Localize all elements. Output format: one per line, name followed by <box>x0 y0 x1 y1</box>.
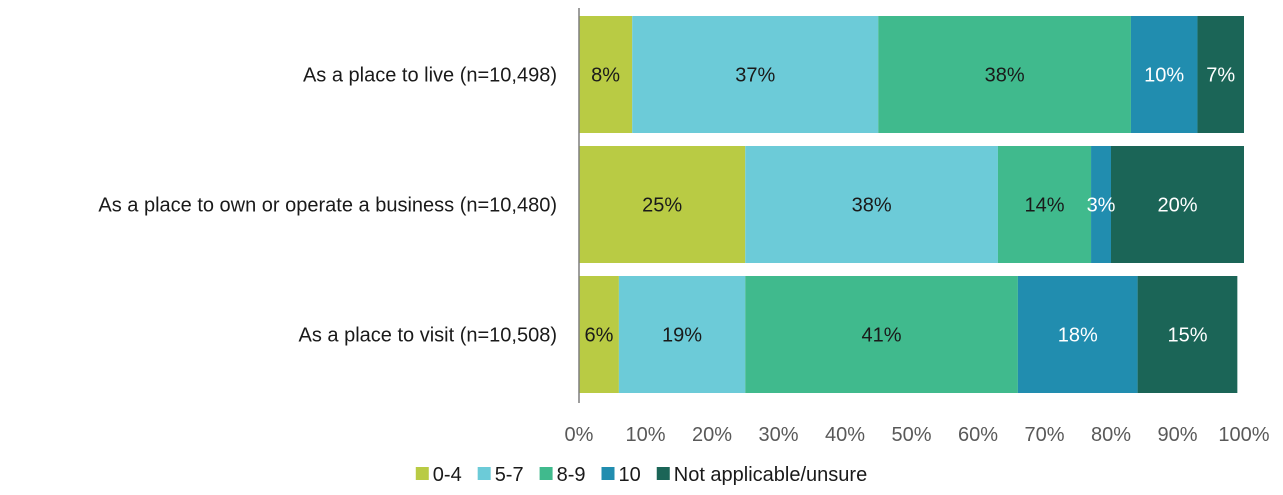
legend-label: 8-9 <box>557 464 586 486</box>
bar-segment <box>997 146 1092 263</box>
data-label: 18% <box>1058 325 1098 347</box>
x-tick-label: 50% <box>891 424 931 446</box>
legend-swatch <box>656 467 670 480</box>
category-labels: As a place to live (n=10,498) As a place … <box>98 65 557 347</box>
x-tick-label: 20% <box>692 424 732 446</box>
bar-segment <box>579 276 619 393</box>
data-label: 25% <box>642 195 682 217</box>
bar-segment <box>878 16 1131 133</box>
x-tick-label: 70% <box>1024 424 1064 446</box>
data-label: 14% <box>1024 195 1064 217</box>
legend-label: 5-7 <box>495 464 524 486</box>
bar-segment <box>1197 16 1244 133</box>
bar-segment <box>579 146 746 263</box>
legend-swatch <box>539 467 553 480</box>
data-label: 8% <box>591 65 620 87</box>
legend-label: Not applicable/unsure <box>674 464 867 486</box>
legend-label: 10 <box>619 464 641 486</box>
x-tick-label: 40% <box>825 424 865 446</box>
bar-segment <box>745 276 1018 393</box>
data-label: 19% <box>662 325 702 347</box>
data-label: 7% <box>1206 65 1235 87</box>
bars <box>579 16 1244 393</box>
legend: 0-4 5-7 8-9 10 Not applicable/unsure <box>415 464 867 486</box>
category-label: As a place to visit (n=10,508) <box>299 325 557 347</box>
bar-segment <box>1091 146 1111 263</box>
data-label: 6% <box>584 325 613 347</box>
legend-swatch <box>477 467 491 480</box>
bar-segment <box>1130 16 1198 133</box>
data-label: 41% <box>862 325 902 347</box>
data-label: 38% <box>852 195 892 217</box>
x-axis-ticks: 0% 10% 20% 30% 40% 50% 60% 70% 80% 90% 100% <box>565 424 1270 446</box>
data-label: 37% <box>735 65 775 87</box>
legend-label: 0-4 <box>433 464 462 486</box>
x-tick-label: 90% <box>1157 424 1197 446</box>
x-tick-label: 80% <box>1091 424 1131 446</box>
data-label: 20% <box>1157 195 1197 217</box>
bar-segment <box>1137 276 1238 393</box>
x-tick-label: 30% <box>758 424 798 446</box>
category-label: As a place to own or operate a business … <box>98 195 557 217</box>
bar-segment <box>1111 146 1244 263</box>
data-labels: 8% 37% 38% 10% 7% 25% 38% 14% 3% 20% 6% 19% 41% 18% 15… <box>584 65 1235 347</box>
category-label: As a place to live (n=10,498) <box>303 65 557 87</box>
data-label: 10% <box>1144 65 1184 87</box>
bar-segment <box>745 146 998 263</box>
legend-swatch <box>601 467 615 480</box>
x-tick-label: 100% <box>1218 424 1269 446</box>
bar-segment <box>632 16 879 133</box>
x-tick-label: 60% <box>958 424 998 446</box>
bar-segment <box>579 16 633 133</box>
bar-segment <box>618 276 746 393</box>
data-label: 3% <box>1087 195 1116 217</box>
data-label: 15% <box>1167 325 1207 347</box>
x-tick-label: 10% <box>625 424 665 446</box>
legend-swatch <box>415 467 429 480</box>
data-label: 38% <box>985 65 1025 87</box>
bar-segment <box>1017 276 1138 393</box>
x-tick-label: 0% <box>565 424 594 446</box>
